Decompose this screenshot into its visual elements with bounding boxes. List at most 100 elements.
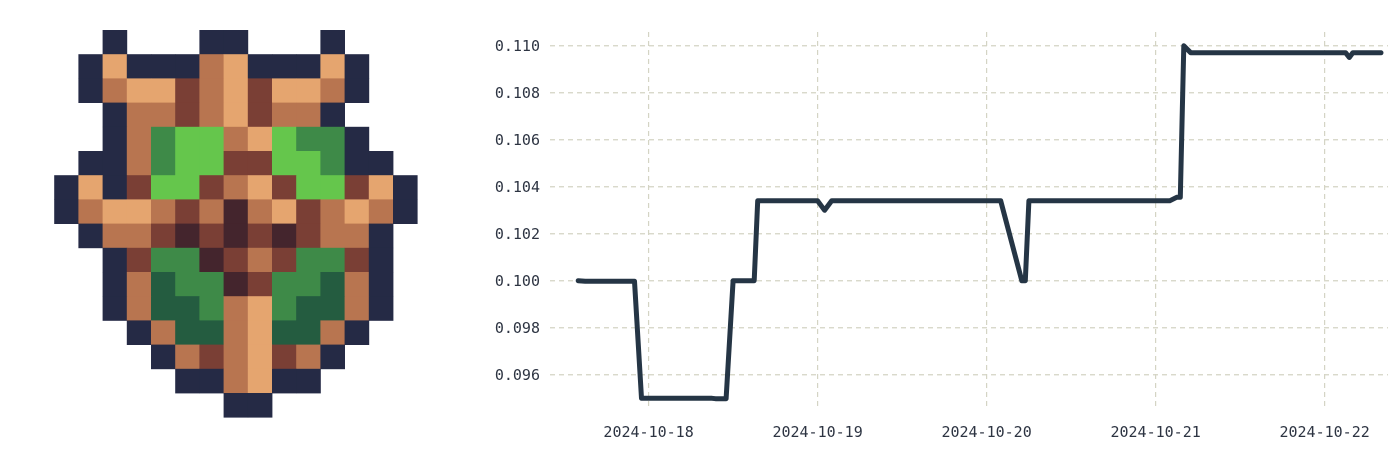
y-tick-label: 0.110 xyxy=(495,37,540,55)
x-tick-label: 2024-10-18 xyxy=(603,423,693,441)
emblem-pixel xyxy=(223,199,249,224)
emblem-pixel xyxy=(223,175,249,200)
emblem-pixel xyxy=(126,126,152,152)
emblem-pixel xyxy=(223,126,249,152)
vertical-gridlines xyxy=(647,32,1326,410)
emblem-pixel xyxy=(151,102,176,128)
y-tick-label: 0.104 xyxy=(495,178,540,196)
y-tick-label: 0.108 xyxy=(495,84,540,102)
emblem-pixel xyxy=(296,175,321,200)
emblem-pixel xyxy=(272,272,297,297)
emblem-pixel xyxy=(223,223,249,249)
emblem-pixel xyxy=(320,320,345,345)
emblem-pixel xyxy=(296,272,321,297)
emblem-pixel xyxy=(344,320,370,345)
emblem-pixel xyxy=(199,320,224,345)
y-tick-label: 0.106 xyxy=(495,131,540,149)
emblem-pixel xyxy=(78,199,103,224)
emblem-pixel xyxy=(199,272,224,297)
emblem-pixel xyxy=(126,223,152,249)
emblem-pixel xyxy=(223,151,249,176)
emblem-pixel xyxy=(126,151,152,176)
emblem-pixel xyxy=(223,320,249,345)
emblem-pixel xyxy=(272,151,297,176)
emblem-pixel xyxy=(199,54,224,79)
emblem-pixel xyxy=(78,151,103,176)
emblem-pixel xyxy=(368,272,394,297)
x-axis-tick-labels: 2024-10-18 2024-10-19 2024-10-20 2024-10-21… xyxy=(603,423,1369,441)
emblem-pixel xyxy=(320,175,345,200)
x-tick-label: 2024-10-19 xyxy=(772,423,862,441)
emblem-pixel xyxy=(102,126,128,152)
emblem-pixel xyxy=(296,78,321,103)
y-tick-label: 0.098 xyxy=(495,319,540,337)
emblem-pixel xyxy=(126,102,152,128)
emblem-pixel xyxy=(296,296,321,321)
emblem-pixel xyxy=(223,78,249,103)
emblem-pixel xyxy=(223,296,249,321)
emblem-pixel xyxy=(296,223,321,249)
emblem-pixel xyxy=(247,78,273,103)
emblem-pixel xyxy=(102,54,128,79)
emblem-pixel xyxy=(296,320,321,345)
emblem-pixel xyxy=(272,223,297,249)
emblem-pixel xyxy=(126,272,152,297)
emblem-pixel xyxy=(344,223,370,249)
emblem-pixel xyxy=(247,175,273,200)
emblem-pixel xyxy=(368,151,394,176)
emblem-pixel xyxy=(151,320,176,345)
emblem-pixel xyxy=(102,199,128,224)
emblem-pixel xyxy=(223,247,249,273)
emblem-pixel xyxy=(272,344,297,370)
line-chart-svg: 0.096 0.098 0.100 0.102 0.104 0.106 0.108 0.110… xyxy=(495,32,1388,441)
emblem-pixel xyxy=(175,296,200,321)
emblem-pixel xyxy=(247,199,273,224)
emblem-pixel xyxy=(368,247,394,273)
emblem-pixel xyxy=(320,30,345,55)
emblem-pixel xyxy=(102,272,128,297)
emblem-pixel xyxy=(199,102,224,128)
emblem-pixel xyxy=(247,320,273,345)
emblem-pixel xyxy=(320,272,345,297)
emblem-pixel xyxy=(272,78,297,103)
emblem-pixel xyxy=(102,151,128,176)
emblem-pixel xyxy=(199,368,224,394)
emblem-pixel xyxy=(344,175,370,200)
emblem-pixel xyxy=(78,223,103,249)
emblem-pixel xyxy=(296,151,321,176)
emblem-pixel xyxy=(126,247,152,273)
emblem-pixel xyxy=(223,272,249,297)
emblem-pixel xyxy=(151,175,176,200)
emblem-pixel xyxy=(175,247,200,273)
emblem-pixel xyxy=(199,126,224,152)
pixel-shield-emblem xyxy=(0,0,450,450)
emblem-pixel xyxy=(126,175,152,200)
emblem-pixel xyxy=(151,126,176,152)
emblem-pixel xyxy=(247,102,273,128)
emblem-pixel xyxy=(175,151,200,176)
emblem-pixel xyxy=(151,151,176,176)
emblem-pixel xyxy=(344,151,370,176)
y-tick-label: 0.096 xyxy=(495,366,540,384)
emblem-pixel xyxy=(393,175,418,200)
emblem-pixel xyxy=(126,54,152,79)
emblem-pixel xyxy=(199,175,224,200)
emblem-pixel xyxy=(78,175,103,200)
emblem-pixel xyxy=(296,344,321,370)
emblem-pixel xyxy=(320,54,345,79)
emblem-pixel xyxy=(102,175,128,200)
emblem-pixel xyxy=(151,223,176,249)
emblem-pixel xyxy=(175,223,200,249)
emblem-pixel xyxy=(151,199,176,224)
emblem-pixel xyxy=(54,175,79,200)
emblem-pixel xyxy=(175,126,200,152)
emblem-pixel xyxy=(151,247,176,273)
emblem-pixel xyxy=(296,199,321,224)
emblem-pixel xyxy=(344,54,370,79)
emblem-pixel xyxy=(272,175,297,200)
emblem-pixel xyxy=(175,320,200,345)
emblem-pixel xyxy=(272,126,297,152)
emblem-pixel xyxy=(247,54,273,79)
emblem-pixel xyxy=(223,344,249,370)
x-tick-label: 2024-10-22 xyxy=(1279,423,1369,441)
